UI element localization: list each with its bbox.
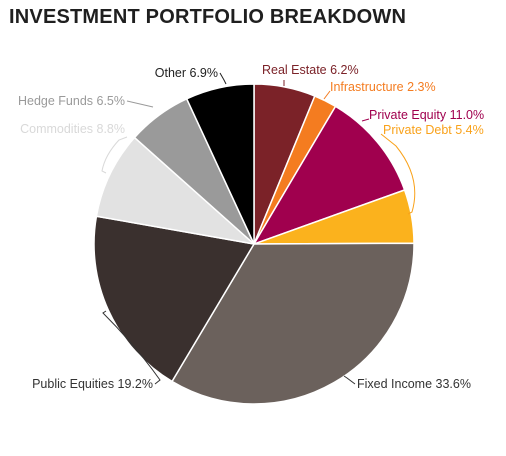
label-fixed-income: Fixed Income 33.6% (357, 377, 471, 391)
label-hedge-funds: Hedge Funds 6.5% (18, 94, 125, 108)
slice-commodities (95, 136, 255, 245)
slice-public-equities (93, 215, 255, 383)
label-commodities: Commodities 8.8% (20, 122, 125, 136)
leader-infrastructure (323, 90, 331, 100)
leader-public-equities (102, 310, 161, 385)
leader-other (219, 72, 227, 85)
slice-fixed-income (171, 242, 415, 405)
leader-hedge-funds (126, 100, 154, 108)
leader-private-equity (361, 118, 370, 122)
label-private-equity: Private Equity 11.0% (369, 108, 484, 122)
leader-private-debt (380, 133, 416, 215)
label-public-equities: Public Equities 19.2% (32, 377, 153, 391)
slice-private-equity (253, 105, 406, 245)
chart-title: INVESTMENT PORTFOLIO BREAKDOWN (9, 6, 407, 28)
leader-fixed-income (343, 375, 356, 385)
label-private-debt: Private Debt 5.4% (383, 123, 484, 137)
label-infrastructure: Infrastructure 2.3% (330, 80, 436, 94)
label-real-estate: Real Estate 6.2% (262, 63, 359, 77)
leader-commodities (101, 136, 128, 174)
pie-slices (93, 83, 415, 405)
label-leaders (101, 72, 416, 385)
label-other: Other 6.9% (155, 66, 218, 80)
slice-labels: Real Estate 6.2% Infrastructure 2.3% Priva… (18, 63, 484, 391)
slice-other (185, 83, 255, 245)
